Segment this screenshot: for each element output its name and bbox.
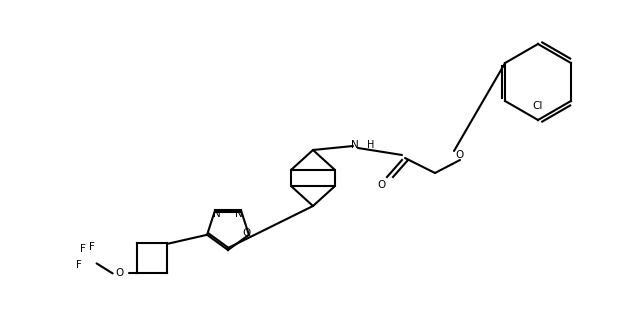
Text: F: F (80, 244, 85, 254)
Text: N: N (235, 209, 243, 219)
Text: O: O (378, 180, 386, 190)
Text: O: O (115, 268, 124, 279)
Text: Cl: Cl (533, 101, 543, 111)
Text: N: N (213, 209, 221, 219)
Text: O: O (456, 150, 464, 160)
Text: N: N (351, 140, 359, 150)
Text: O: O (243, 228, 251, 238)
Text: H: H (367, 140, 374, 150)
Text: F: F (76, 260, 82, 270)
Text: F: F (89, 242, 95, 252)
